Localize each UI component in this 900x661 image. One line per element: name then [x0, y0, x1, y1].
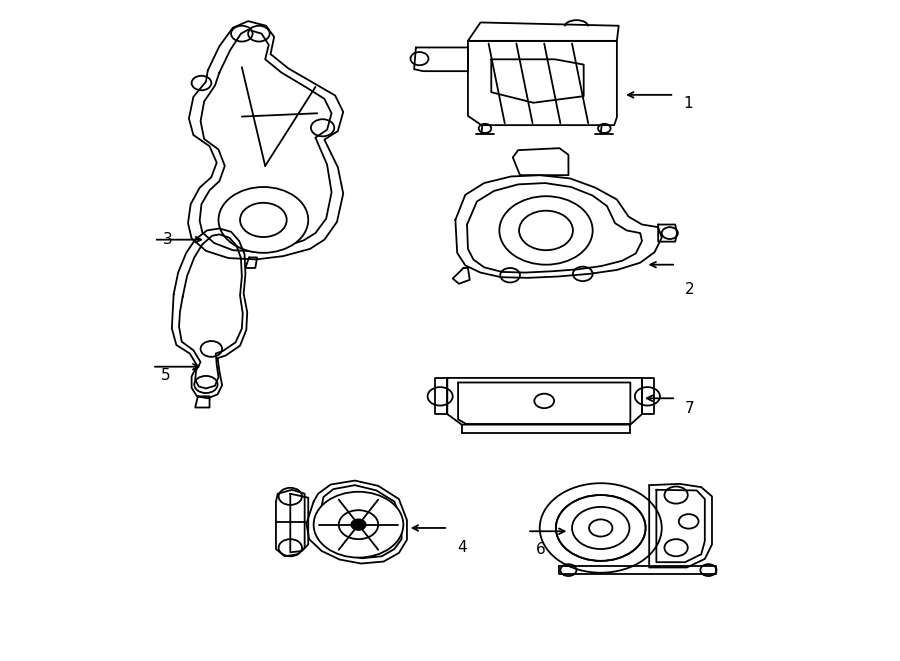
Polygon shape — [642, 378, 653, 414]
Circle shape — [219, 187, 308, 253]
Polygon shape — [453, 268, 470, 284]
Polygon shape — [649, 484, 712, 567]
Polygon shape — [435, 378, 447, 414]
Circle shape — [500, 196, 593, 264]
Text: 1: 1 — [683, 96, 693, 111]
Text: 3: 3 — [163, 232, 173, 247]
Polygon shape — [414, 48, 468, 71]
Polygon shape — [447, 378, 642, 424]
Polygon shape — [468, 41, 616, 125]
Polygon shape — [188, 21, 343, 259]
Polygon shape — [468, 22, 618, 41]
Circle shape — [540, 483, 662, 572]
Polygon shape — [560, 566, 716, 574]
Polygon shape — [276, 490, 304, 557]
Polygon shape — [195, 397, 210, 408]
Circle shape — [313, 492, 403, 558]
Text: 6: 6 — [536, 542, 546, 557]
Circle shape — [351, 520, 365, 530]
Polygon shape — [172, 229, 248, 399]
Polygon shape — [246, 257, 257, 268]
Polygon shape — [491, 59, 584, 102]
Polygon shape — [658, 225, 677, 242]
Text: 5: 5 — [161, 368, 171, 383]
Polygon shape — [455, 175, 662, 278]
Polygon shape — [306, 481, 407, 564]
Text: 2: 2 — [685, 282, 695, 297]
Polygon shape — [513, 148, 569, 175]
Text: 4: 4 — [457, 540, 467, 555]
Polygon shape — [291, 494, 308, 553]
Text: 7: 7 — [685, 401, 695, 416]
